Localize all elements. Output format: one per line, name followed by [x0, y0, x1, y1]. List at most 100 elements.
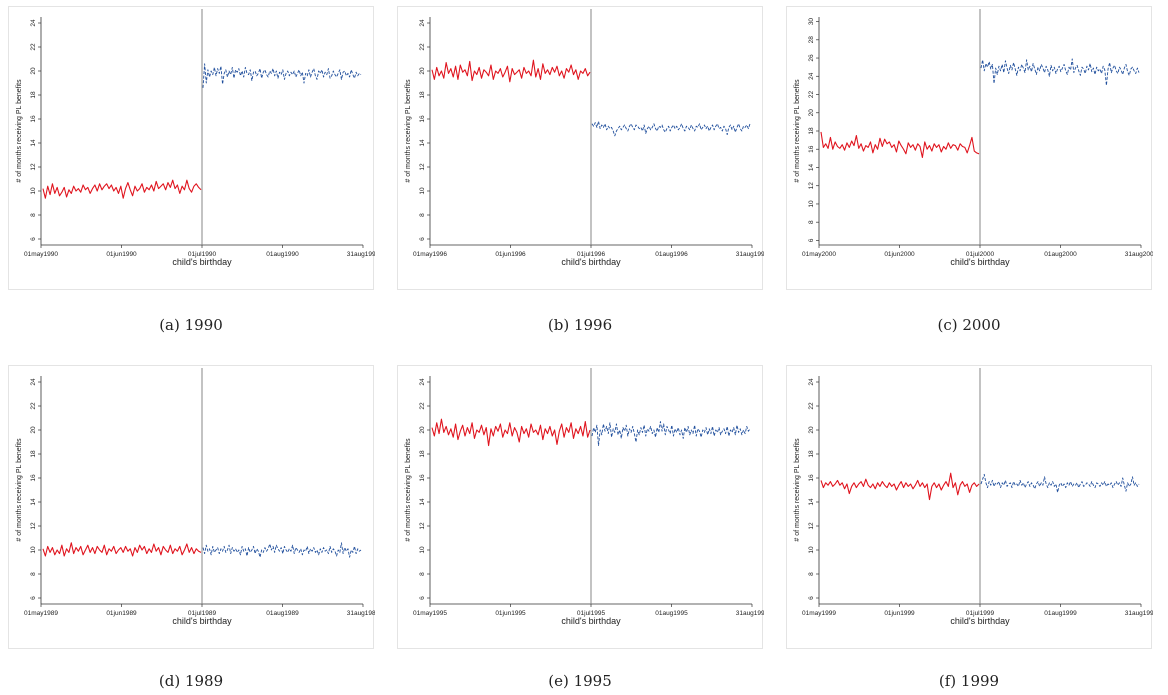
y-tick-label: 16: [808, 145, 815, 153]
x-tick-label: 01jul1996: [577, 251, 606, 258]
series-after-cutoff-line: [591, 120, 751, 137]
y-tick-label: 8: [30, 213, 37, 217]
chart-svg: 6 8 10 12 14 16 18 20 22 24 01may1989 01jun1989 01ju…: [16, 368, 375, 626]
y-tick-label: 14: [808, 498, 815, 506]
y-tick-label: 22: [30, 43, 37, 51]
chart-svg: 6 8 10 12 14 16 18 20 22 24 01may1995 01jun1995 01ju…: [405, 368, 764, 626]
y-tick-label: 28: [808, 36, 815, 44]
y-tick-label: 10: [808, 200, 815, 208]
x-tick-label: 01aug1999: [1044, 610, 1077, 617]
y-tick-label: 22: [419, 43, 426, 51]
y-axis-title: # of months receiving PL benefits: [16, 438, 23, 542]
y-tick-label: 12: [808, 522, 815, 530]
x-tick-label: 01jul1989: [188, 610, 217, 617]
x-axis-title: child's birthday: [561, 257, 621, 267]
y-tick-label: 6: [808, 238, 815, 242]
x-tick-label: 01jul2000: [966, 251, 995, 258]
y-tick-label: 30: [808, 18, 815, 26]
x-tick-label: 31aug1990: [347, 251, 375, 258]
y-tick-label: 6: [808, 596, 815, 600]
x-tick-label: 01aug2000: [1044, 251, 1077, 258]
x-tick-label: 01aug1996: [655, 251, 688, 258]
y-tick-label: 16: [30, 115, 37, 123]
y-tick-label: 16: [808, 474, 815, 482]
x-tick-label: 01may1996: [413, 251, 447, 258]
y-tick-label: 18: [808, 450, 815, 458]
y-axis-title: # of months receiving PL benefits: [405, 79, 412, 183]
y-tick-label: 10: [419, 546, 426, 554]
x-tick-label: 01jun1990: [106, 251, 137, 258]
series-after-cutoff-line: [202, 542, 362, 558]
x-tick-label: 01jun1999: [884, 610, 915, 617]
chart-svg: 6 8 10 12 14 16 18 20 22 24 26 28 30 01may2000 01jun20…: [794, 9, 1153, 267]
y-tick-label: 12: [808, 182, 815, 190]
caption-d: (d) 1989: [158, 672, 224, 690]
series-before-cutoff-line: [820, 472, 980, 501]
y-tick-label: 20: [808, 109, 815, 117]
y-tick-label: 24: [30, 19, 37, 27]
y-tick-label: 6: [30, 237, 37, 241]
y-tick-label: 20: [30, 426, 37, 434]
y-tick-label: 22: [419, 402, 426, 410]
caption-f: (f) 1999: [938, 672, 1000, 690]
caption-e: (e) 1995: [548, 672, 612, 690]
y-tick-label: 8: [808, 572, 815, 576]
x-axis-title: child's birthday: [561, 616, 621, 626]
x-axis-title: child's birthday: [172, 257, 232, 267]
y-tick-label: 22: [30, 402, 37, 410]
y-tick-label: 8: [419, 213, 426, 217]
x-tick-label: 01may1990: [24, 251, 58, 258]
chart-svg: 6 8 10 12 14 16 18 20 22 24 01may1990 01jun1990 01ju…: [16, 9, 375, 267]
chart-panel-a: 6 8 10 12 14 16 18 20 22 24 01may1990 01jun1990 01ju…: [8, 6, 375, 290]
x-axis-title: child's birthday: [172, 616, 232, 626]
x-tick-label: 01jun1995: [495, 610, 526, 617]
y-tick-label: 24: [808, 72, 815, 80]
x-tick-label: 31aug1996: [736, 251, 764, 258]
chart-panel-c: 6 8 10 12 14 16 18 20 22 24 26 28 30 01may2000 01jun20…: [786, 6, 1153, 290]
y-tick-label: 24: [419, 19, 426, 27]
chart-panel-d: 6 8 10 12 14 16 18 20 22 24 01may1989 01jun1989 01ju…: [8, 365, 375, 649]
y-tick-label: 20: [419, 426, 426, 434]
y-tick-label: 14: [419, 139, 426, 147]
x-tick-label: 01may2000: [802, 251, 836, 258]
y-tick-label: 16: [30, 474, 37, 482]
y-tick-label: 8: [808, 220, 815, 224]
x-tick-label: 01jun1996: [495, 251, 526, 258]
x-tick-label: 01jul1990: [188, 251, 217, 258]
x-tick-label: 01may1995: [413, 610, 447, 617]
series-after-cutoff-line: [591, 421, 751, 447]
y-tick-label: 10: [30, 546, 37, 554]
y-axis-title: # of months receiving PL benefits: [794, 438, 801, 542]
series-after-cutoff-line: [980, 473, 1140, 493]
y-tick-label: 6: [419, 596, 426, 600]
y-tick-label: 24: [30, 378, 37, 386]
chart-panel-e: 6 8 10 12 14 16 18 20 22 24 01may1995 01jun1995 01ju…: [397, 365, 764, 649]
y-tick-label: 10: [419, 187, 426, 195]
y-tick-label: 22: [808, 91, 815, 99]
y-tick-label: 18: [30, 91, 37, 99]
x-tick-label: 31aug1995: [736, 610, 764, 617]
series-after-cutoff-line: [980, 58, 1140, 86]
y-tick-label: 12: [419, 163, 426, 171]
y-tick-label: 14: [30, 139, 37, 147]
caption-b: (b) 1996: [547, 316, 613, 334]
x-axis-title: child's birthday: [950, 616, 1010, 626]
x-tick-label: 01jul1999: [966, 610, 995, 617]
y-tick-label: 6: [419, 237, 426, 241]
x-tick-label: 01may1989: [24, 610, 58, 617]
y-axis-title: # of months receiving PL benefits: [16, 79, 23, 183]
y-tick-label: 26: [808, 54, 815, 62]
y-tick-label: 14: [419, 498, 426, 506]
y-axis-title: # of months receiving PL benefits: [794, 79, 801, 183]
x-tick-label: 01may1999: [802, 610, 836, 617]
y-tick-label: 8: [30, 572, 37, 576]
y-tick-label: 18: [808, 127, 815, 135]
y-tick-label: 12: [30, 163, 37, 171]
y-tick-label: 24: [808, 378, 815, 386]
x-tick-label: 01aug1989: [266, 610, 299, 617]
series-before-cutoff-line: [820, 131, 980, 158]
series-before-cutoff-line: [431, 59, 591, 83]
y-tick-label: 14: [808, 163, 815, 171]
x-tick-label: 31aug1989: [347, 610, 375, 617]
y-tick-label: 24: [419, 378, 426, 386]
